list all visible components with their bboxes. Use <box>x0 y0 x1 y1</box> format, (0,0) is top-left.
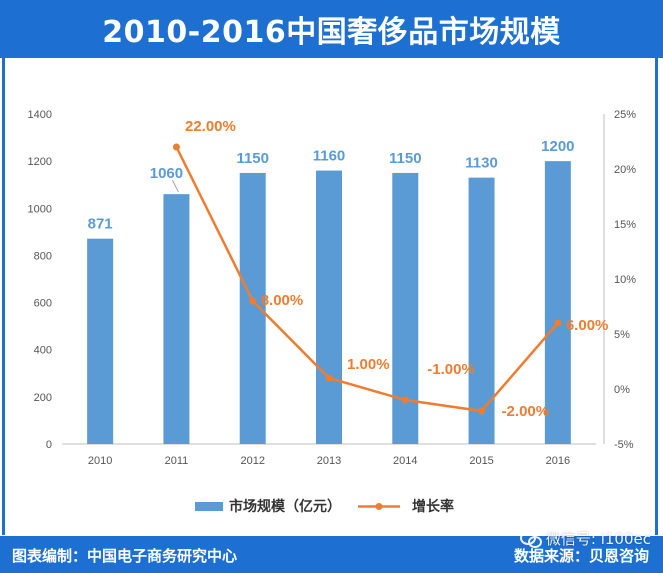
right-tick-label: -5% <box>614 439 634 451</box>
watermark-text: 微信号: i100ec <box>545 530 651 548</box>
x-axis: 2010 2011 2012 2013 2014 2015 2016 <box>62 443 596 467</box>
left-axis: 0 200 400 600 800 1000 1200 1400 <box>28 109 52 451</box>
growth-label: 6.00% <box>566 317 609 334</box>
legend-line-marker <box>375 503 383 510</box>
growth-label: 1.00% <box>347 356 390 373</box>
x-tick-label: 2011 <box>165 455 189 467</box>
x-tick-label: 2016 <box>546 455 570 467</box>
chart-title: 2010-2016中国奢侈品市场规模 <box>102 15 561 50</box>
growth-line <box>175 146 559 413</box>
bar-label: 1060 <box>150 165 183 182</box>
bar-label: 1130 <box>465 155 498 172</box>
right-tick-label: 25% <box>614 109 636 121</box>
growth-label: 22.00% <box>185 118 236 135</box>
bar-series <box>87 161 571 445</box>
left-tick-label: 600 <box>34 298 52 310</box>
bar <box>163 194 190 444</box>
bar-label-leader <box>171 179 179 193</box>
right-tick-label: 15% <box>614 219 636 231</box>
legend: 市场规模（亿元） 增长率 <box>195 498 454 515</box>
left-tick-label: 0 <box>46 439 52 451</box>
growth-point <box>325 374 333 382</box>
bar-label: 1150 <box>389 150 422 167</box>
bar-label: 1160 <box>313 148 346 165</box>
x-tick-label: 2015 <box>469 455 493 467</box>
growth-point <box>554 319 562 327</box>
bar <box>468 177 495 444</box>
footer-credit: 图表编制：中国电子商务研究中心 <box>12 547 238 565</box>
chart: 0 200 400 600 800 1000 1200 1400 -5% 0% 5% 10% 15% 2… <box>28 109 637 515</box>
watermark: 微信号: i100ec <box>519 528 651 549</box>
left-tick-label: 1400 <box>28 109 52 121</box>
growth-point <box>249 297 257 305</box>
growth-label: -1.00% <box>427 361 475 378</box>
growth-point <box>401 396 409 404</box>
left-tick-label: 400 <box>34 345 52 357</box>
bar <box>87 238 114 444</box>
bar-label: 1150 <box>236 150 269 167</box>
footer-source: 数据来源：贝恩咨询 <box>513 547 649 565</box>
left-tick-label: 800 <box>34 250 52 262</box>
bar-label: 871 <box>88 216 113 233</box>
x-tick-label: 2013 <box>317 455 341 467</box>
left-tick-label: 1000 <box>28 203 52 215</box>
x-tick-label: 2014 <box>393 455 417 467</box>
left-tick-label: 1200 <box>28 156 52 168</box>
growth-point <box>478 407 486 415</box>
growth-label: -2.00% <box>502 403 550 420</box>
bar-labels: 871 1060 1150 1160 1150 1130 1200 <box>88 138 575 233</box>
right-tick-label: 0% <box>614 384 630 396</box>
left-tick-label: 200 <box>34 392 52 404</box>
x-tick-label: 2012 <box>240 455 264 467</box>
legend-line-label: 增长率 <box>412 498 454 515</box>
chart-frame <box>2 58 658 535</box>
right-tick-label: 5% <box>614 329 630 341</box>
title-bar: 2010-2016中国奢侈品市场规模 <box>0 0 663 58</box>
right-tick-label: 20% <box>614 164 636 176</box>
line-labels: 22.00% 8.00% 1.00% -1.00% -2.00% 6.00% <box>185 118 608 420</box>
growth-point <box>172 143 180 151</box>
bar <box>316 170 342 445</box>
wechat-icon <box>519 530 542 548</box>
bar <box>544 161 571 444</box>
growth-label: 8.00% <box>261 292 304 309</box>
footer-bar: 图表编制：中国电子商务研究中心 数据来源：贝恩咨询 <box>0 536 663 573</box>
legend-bar-swatch <box>195 502 223 511</box>
legend-bar-label: 市场规模（亿元） <box>229 498 341 515</box>
bar-label: 1200 <box>541 138 574 155</box>
line-series <box>172 143 562 415</box>
x-tick-label: 2010 <box>88 455 112 467</box>
right-axis: -5% 0% 5% 10% 15% 20% 25% <box>603 109 636 451</box>
right-tick-label: 10% <box>614 274 636 286</box>
